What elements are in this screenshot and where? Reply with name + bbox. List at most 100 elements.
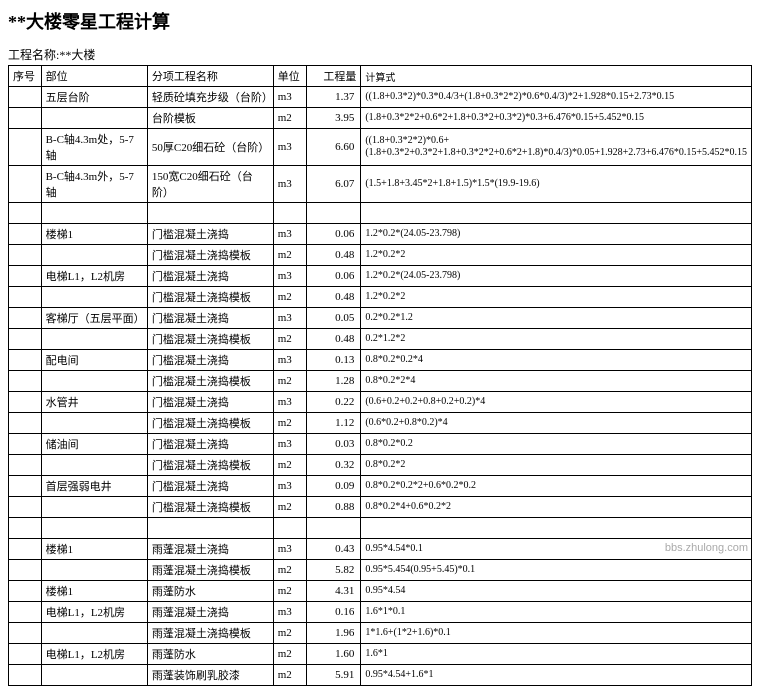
table-cell: m2 [273, 665, 307, 686]
table-cell [41, 665, 147, 686]
table-row: 门槛混凝土浇捣模板m20.481.2*0.2*2 [9, 287, 752, 308]
table-cell: 门槛混凝土浇捣 [147, 224, 273, 245]
table-cell [9, 350, 42, 371]
table-cell: 水管井 [41, 392, 147, 413]
table-cell [41, 287, 147, 308]
table-cell: 雨蓬防水 [147, 581, 273, 602]
table-cell [41, 497, 147, 518]
table-row: 首层强弱电井门槛混凝土浇捣m30.090.8*0.2*0.2*2+0.6*0.2… [9, 476, 752, 497]
table-cell [41, 329, 147, 350]
col-seq: 序号 [9, 66, 42, 87]
table-row: 雨蓬装饰刷乳胶漆m25.910.95*4.54+1.6*1 [9, 665, 752, 686]
table-cell: (1.5+1.8+3.45*2+1.8+1.5)*1.5*(19.9-19.6) [361, 166, 752, 203]
watermark: bbs.zhulong.com [665, 542, 748, 554]
table-cell: ((1.8+0.3*2)*0.3*0.4/3+(1.8+0.3*2*2)*0.6… [361, 87, 752, 108]
table-cell: 雨蓬混凝土浇捣 [147, 539, 273, 560]
table-cell: 1.2*0.2*(24.05-23.798) [361, 224, 752, 245]
table-cell: 0.2*0.2*1.2 [361, 308, 752, 329]
table-cell: m3 [273, 392, 307, 413]
table-cell [9, 476, 42, 497]
table-cell [41, 518, 147, 539]
table-cell: 1.60 [307, 644, 361, 665]
table-row: 楼梯1雨蓬混凝土浇捣m30.430.95*4.54*0.1 [9, 539, 752, 560]
table-cell [9, 602, 42, 623]
project-name-line: 工程名称:**大楼 [8, 46, 752, 63]
table-cell [147, 518, 273, 539]
table-cell [41, 623, 147, 644]
table-cell [41, 455, 147, 476]
table-cell: 雨蓬防水 [147, 644, 273, 665]
table-cell [9, 392, 42, 413]
table-cell: 0.13 [307, 350, 361, 371]
table-cell: 门槛混凝土浇捣 [147, 266, 273, 287]
table-cell: m3 [273, 539, 307, 560]
table-cell: 1.2*0.2*2 [361, 287, 752, 308]
table-cell: 雨蓬混凝土浇捣 [147, 602, 273, 623]
table-cell: 0.05 [307, 308, 361, 329]
table-row: 门槛混凝土浇捣模板m20.320.8*0.2*2 [9, 455, 752, 476]
table-row: 门槛混凝土浇捣模板m20.481.2*0.2*2 [9, 245, 752, 266]
table-cell [9, 497, 42, 518]
col-item: 分项工程名称 [147, 66, 273, 87]
table-cell: 1.12 [307, 413, 361, 434]
table-cell [9, 87, 42, 108]
table-cell: 5.91 [307, 665, 361, 686]
table-cell: 0.32 [307, 455, 361, 476]
table-cell: 6.07 [307, 166, 361, 203]
table-cell: 电梯L1，L2机房 [41, 602, 147, 623]
table-cell [361, 203, 752, 224]
table-row [9, 518, 752, 539]
table-cell: 门槛混凝土浇捣模板 [147, 245, 273, 266]
table-cell: 0.48 [307, 245, 361, 266]
table-cell: 0.8*0.2*0.2*4 [361, 350, 752, 371]
table-row: 雨蓬混凝土浇捣模板m25.820.95*5.454(0.95+5.45)*0.1 [9, 560, 752, 581]
table-cell: 雨蓬混凝土浇捣模板 [147, 560, 273, 581]
table-cell: m2 [273, 581, 307, 602]
table-cell: 1.37 [307, 87, 361, 108]
table-cell: 0.48 [307, 287, 361, 308]
table-cell: m2 [273, 413, 307, 434]
table-row: B-C轴4.3m处，5-7轴50厚C20细石砼（台阶）m36.60((1.8+0… [9, 129, 752, 166]
table-cell: 楼梯1 [41, 224, 147, 245]
table-cell: 门槛混凝土浇捣 [147, 434, 273, 455]
col-unit: 单位 [273, 66, 307, 87]
table-cell [41, 413, 147, 434]
table-cell: 雨蓬混凝土浇捣模板 [147, 623, 273, 644]
table-row: 五层台阶轻质砼填充步级（台阶）m31.37((1.8+0.3*2)*0.3*0.… [9, 87, 752, 108]
table-cell [9, 518, 42, 539]
table-cell [273, 518, 307, 539]
table-cell: 门槛混凝土浇捣 [147, 476, 273, 497]
table-cell: 0.95*5.454(0.95+5.45)*0.1 [361, 560, 752, 581]
table-cell: 门槛混凝土浇捣 [147, 350, 273, 371]
table-cell: m3 [273, 308, 307, 329]
table-cell [361, 518, 752, 539]
table-cell [9, 434, 42, 455]
table-cell: m2 [273, 108, 307, 129]
col-qty: 工程量 [307, 66, 361, 87]
table-cell: m3 [273, 476, 307, 497]
table-row: 雨蓬混凝土浇捣模板m21.961*1.6+(1*2+1.6)*0.1 [9, 623, 752, 644]
table-cell: m3 [273, 129, 307, 166]
table-header-row: 序号 部位 分项工程名称 单位 工程量 计算式 [9, 66, 752, 87]
table-cell: 0.48 [307, 329, 361, 350]
table-cell [9, 108, 42, 129]
table-cell [9, 129, 42, 166]
table-cell: (0.6*0.2+0.8*0.2)*4 [361, 413, 752, 434]
table-cell [9, 266, 42, 287]
table-cell [9, 371, 42, 392]
table-cell: (0.6+0.2+0.2+0.8+0.2+0.2)*4 [361, 392, 752, 413]
table-cell: m2 [273, 497, 307, 518]
table-cell [9, 166, 42, 203]
table-cell [147, 203, 273, 224]
table-cell: 储油间 [41, 434, 147, 455]
table-row: 电梯L1，L2机房雨蓬混凝土浇捣m30.161.6*1*0.1 [9, 602, 752, 623]
calculation-table: 序号 部位 分项工程名称 单位 工程量 计算式 五层台阶轻质砼填充步级（台阶）m… [8, 65, 752, 686]
table-cell: 电梯L1，L2机房 [41, 644, 147, 665]
table-row: 客梯厅（五层平面）门槛混凝土浇捣m30.050.2*0.2*1.2 [9, 308, 752, 329]
table-cell: 0.88 [307, 497, 361, 518]
table-cell: m3 [273, 224, 307, 245]
col-formula: 计算式 [361, 66, 752, 87]
table-cell: 1*1.6+(1*2+1.6)*0.1 [361, 623, 752, 644]
project-name: **大楼 [59, 48, 95, 62]
table-cell: 楼梯1 [41, 539, 147, 560]
